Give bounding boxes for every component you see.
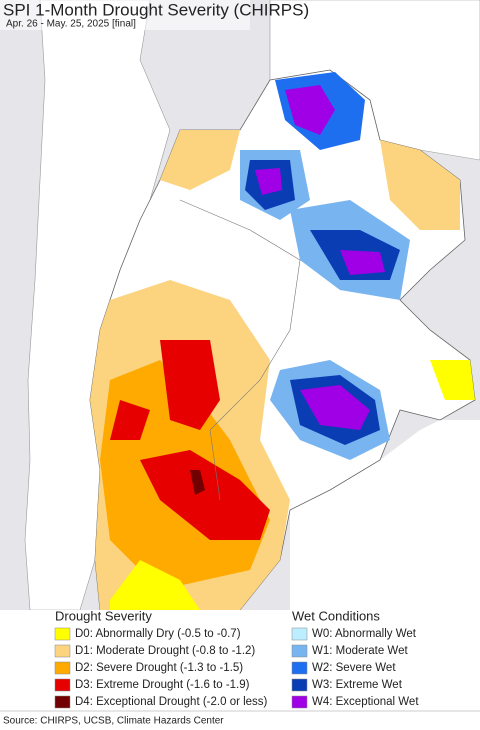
borders [179, 199, 301, 501]
legend-label: D3: Extreme Drought (-1.6 to -1.9) [75, 679, 250, 691]
d3-north [160, 340, 220, 430]
legend-label: D0: Abnormally Dry (-0.5 to -0.7) [75, 628, 241, 640]
d0-south [110, 560, 200, 610]
legend-label: D1: Moderate Drought (-0.8 to -1.2) [75, 645, 255, 657]
d4-spot [190, 470, 205, 495]
legend-swatch [291, 678, 308, 692]
legend-swatch [291, 627, 308, 641]
d0-east [430, 360, 475, 400]
legend-label: W3: Extreme Wet [312, 679, 403, 691]
legend-title: Wet Conditions [292, 608, 380, 623]
legend-label: W1: Moderate Wet [312, 645, 408, 657]
legend-swatch [54, 644, 71, 658]
d3-south [140, 450, 270, 540]
d1-east [380, 140, 460, 230]
source: Source: CHIRPS, UCSB, Climate Hazards Ce… [3, 716, 224, 727]
map [0, 0, 480, 611]
atlantic [290, 420, 480, 610]
w4-bolivia [285, 85, 335, 135]
legend-swatch [291, 695, 308, 709]
legend-swatch [54, 661, 71, 675]
legend-label: D2: Severe Drought (-1.3 to -1.5) [75, 662, 243, 674]
legend-title: Drought Severity [55, 608, 152, 623]
title-backdrop [0, 0, 250, 30]
title: SPI 1-Month Drought Severity (CHIRPS) [3, 0, 309, 19]
w4-east [340, 250, 385, 275]
w4-south [300, 385, 370, 430]
legend: Drought Severity Wet Conditions D0: Abno… [54, 608, 419, 709]
w4-north [255, 168, 282, 195]
subtitle: Apr. 26 - May. 25, 2025 [final] [6, 19, 136, 30]
legend-swatch [291, 661, 308, 675]
legend-swatch [54, 695, 71, 709]
legend-swatch [291, 644, 308, 658]
legend-swatch [54, 627, 71, 641]
legend-label: W4: Exceptional Wet [312, 696, 419, 708]
d1-north [160, 130, 240, 190]
d3-west [110, 400, 150, 440]
legend-label: D4: Exceptional Drought (-2.0 or less) [75, 696, 268, 708]
footer-panel [0, 711, 480, 730]
legend-panel [0, 610, 480, 710]
legend-swatch [54, 678, 71, 692]
legend-label: W2: Severe Wet [312, 662, 396, 674]
legend-label: W0: Abnormally Wet [312, 628, 417, 640]
